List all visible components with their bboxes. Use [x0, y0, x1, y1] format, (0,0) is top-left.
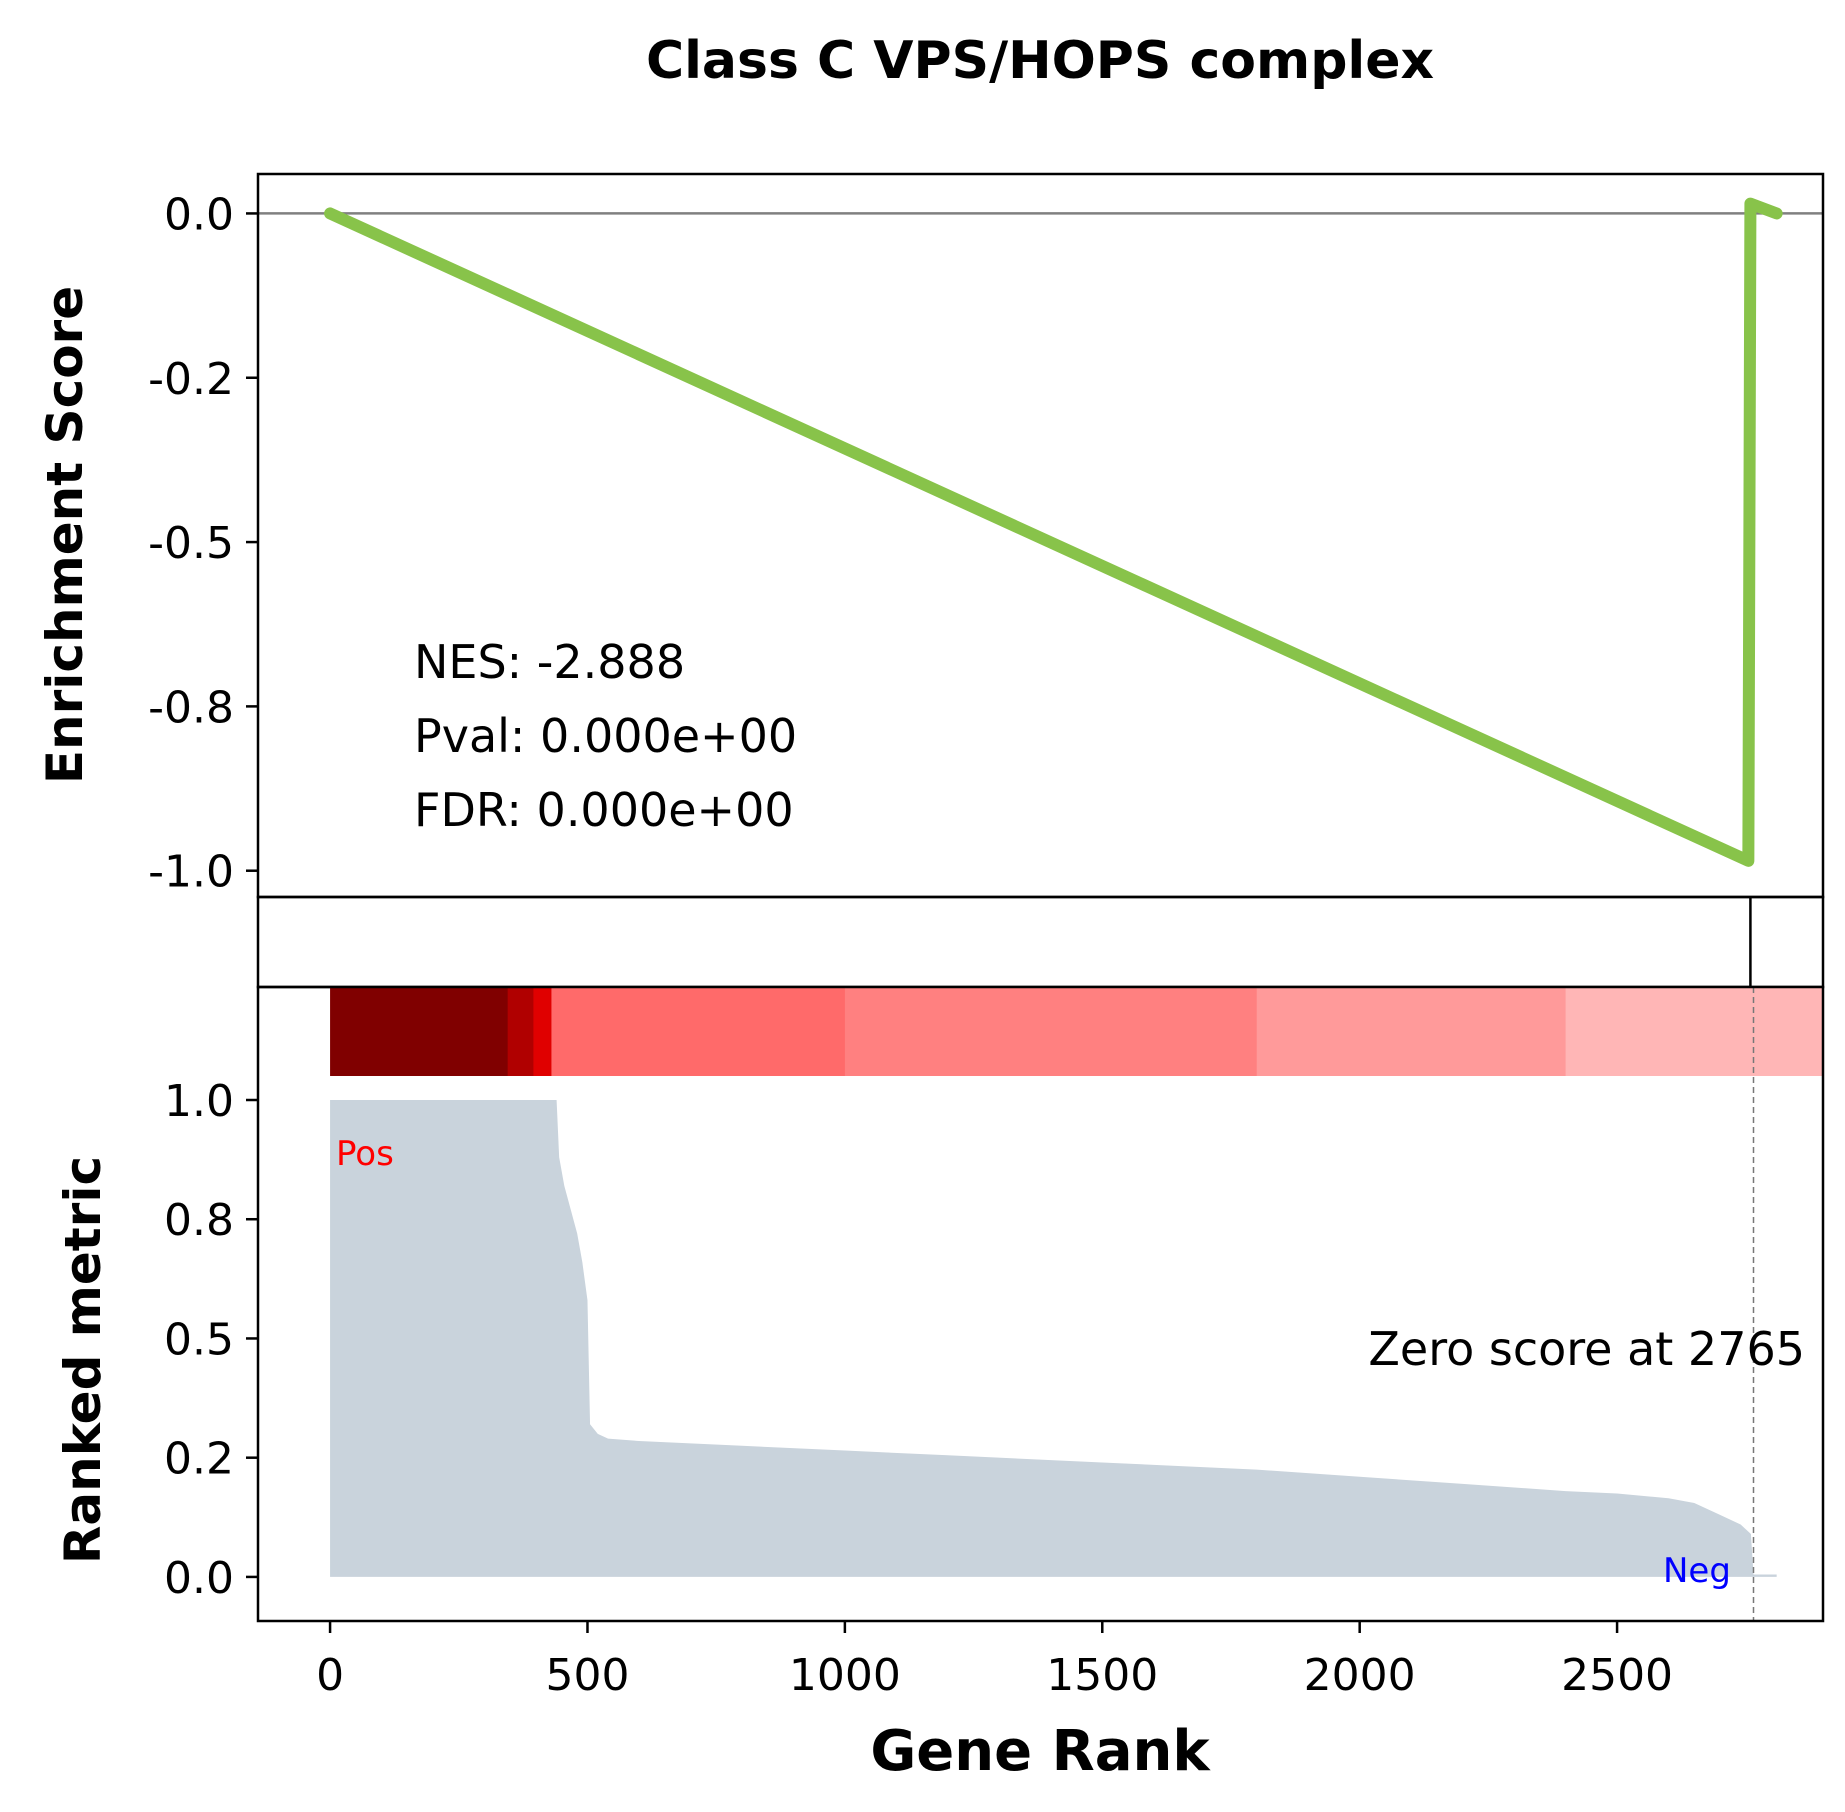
ranked-metric-axes-frame: [256, 985, 1825, 1623]
enrichment-y-tick-label: 0.0: [164, 189, 234, 240]
ranked-metric-y-label: Ranked metric: [54, 1156, 112, 1564]
x-axis-label: Gene Rank: [870, 1719, 1211, 1784]
enrichment-y-label: Enrichment Score: [36, 286, 94, 784]
enrichment-y-tick-label: -1.0: [148, 847, 234, 898]
ranked-metric-y-axis: 0.0 0.2 0.5 0.8 1.0: [164, 1076, 258, 1604]
x-tick-label: 1500: [1046, 1650, 1158, 1701]
enrichment-y-tick-label: -0.8: [148, 682, 234, 733]
x-tick-label: 2000: [1304, 1650, 1416, 1701]
heatmap-segment: [551, 987, 846, 1076]
x-tick-label: 500: [545, 1650, 629, 1701]
enrichment-y-tick-label: -0.5: [148, 518, 234, 569]
ranked-metric-heatmap: [330, 987, 1824, 1076]
heatmap-segment: [507, 987, 534, 1076]
chart-title: Class C VPS/HOPS complex: [646, 31, 1434, 91]
enrichment-score-panel: 0.0 -0.2 -0.5 -0.8 -1.0 NES: -2.888 Pval: 0.…: [36, 172, 1825, 899]
ranked-metric-y-tick-label: 0.8: [164, 1195, 234, 1246]
heatmap-segment: [844, 987, 1258, 1076]
pos-label: Pos: [336, 1134, 394, 1174]
enrichment-y-axis: 0.0 -0.2 -0.5 -0.8 -1.0: [148, 189, 258, 898]
nes-stat: NES: -2.888: [414, 635, 685, 689]
heatmap-segment: [1256, 987, 1567, 1076]
x-tick-label: 1000: [789, 1650, 901, 1701]
ranked-metric-area: [330, 1100, 1777, 1577]
hits-axes-frame: [256, 895, 1825, 989]
x-tick-label: 2500: [1561, 1650, 1673, 1701]
heatmap-segment: [1565, 987, 1824, 1076]
pval-stat: Pval: 0.000e+00: [414, 709, 797, 763]
x-tick-label: 0: [316, 1650, 344, 1701]
ranked-metric-y-tick-label: 0.0: [164, 1553, 234, 1604]
enrichment-y-tick-label: -0.2: [148, 354, 234, 405]
heatmap-segment: [533, 987, 552, 1076]
neg-label: Neg: [1663, 1551, 1731, 1591]
ranked-metric-panel: 0.0 0.2 0.5 0.8 1.0 Zero score at 2765 Pos N…: [54, 985, 1825, 1623]
fdr-stat: FDR: 0.000e+00: [414, 783, 794, 837]
gene-rank-x-axis: 0 500 1000 1500 2000 2500: [316, 1621, 1673, 1701]
ranked-metric-y-tick-label: 0.5: [164, 1314, 234, 1365]
enrichment-score-curve: [324, 197, 1783, 867]
hit-positions-panel: [256, 895, 1825, 989]
zero-score-label: Zero score at 2765: [1368, 1322, 1805, 1376]
heatmap-segment: [330, 987, 509, 1076]
ranked-metric-y-tick-label: 0.2: [164, 1434, 234, 1485]
ranked-metric-y-tick-label: 1.0: [164, 1076, 234, 1127]
